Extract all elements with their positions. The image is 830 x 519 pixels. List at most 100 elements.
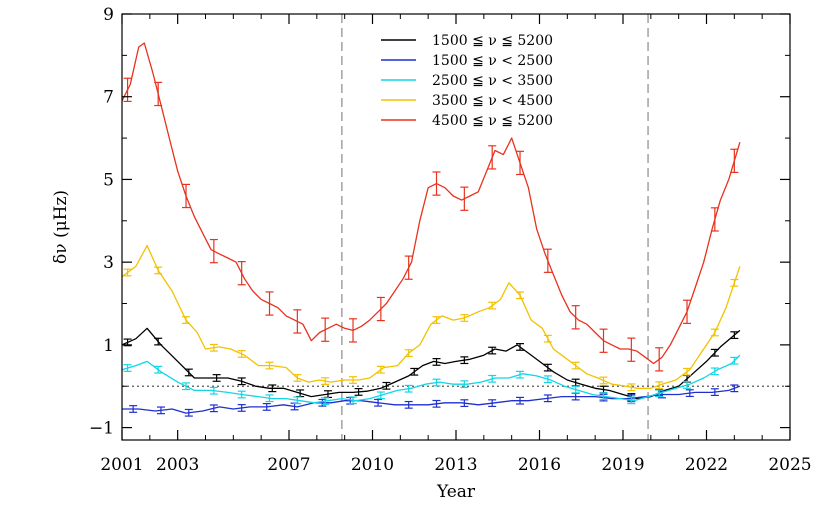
x-axis-label: Year bbox=[436, 482, 476, 502]
error-bar-3-19 bbox=[655, 381, 664, 390]
error-bar-2-15 bbox=[543, 375, 552, 384]
error-bar-2-9 bbox=[376, 391, 385, 400]
series-4 bbox=[121, 42, 741, 372]
error-bar-2-5 bbox=[265, 394, 274, 403]
error-bar-2-6 bbox=[293, 396, 302, 405]
error-bar-4-0 bbox=[123, 77, 132, 103]
legend-label-0: 1500 ≦ ν ≦ 5200 bbox=[432, 33, 553, 49]
series-1 bbox=[122, 384, 741, 417]
error-bar-1-12 bbox=[460, 399, 469, 408]
error-bar-2-22 bbox=[730, 356, 739, 365]
error-bar-4-1 bbox=[154, 81, 163, 107]
error-bar-0-22 bbox=[730, 331, 739, 340]
error-bar-3-5 bbox=[265, 361, 274, 370]
x-tick-label-8: 2025 bbox=[768, 455, 811, 475]
error-bar-1-13 bbox=[488, 399, 497, 408]
y-tick-label-3: 5 bbox=[103, 170, 114, 190]
error-bar-0-10 bbox=[410, 367, 419, 376]
error-bar-4-8 bbox=[349, 318, 358, 343]
error-bar-4-11 bbox=[432, 171, 441, 196]
series-line-3 bbox=[121, 244, 741, 389]
error-bar-2-17 bbox=[599, 392, 608, 401]
error-bar-1-9 bbox=[374, 398, 383, 407]
error-bar-3-13 bbox=[488, 301, 497, 310]
error-bar-2-18 bbox=[627, 396, 636, 405]
error-bar-4-10 bbox=[404, 255, 413, 280]
error-bar-4-14 bbox=[516, 150, 525, 176]
error-bar-4-16 bbox=[571, 305, 580, 330]
error-bar-0-15 bbox=[543, 363, 552, 372]
error-bar-0-8 bbox=[354, 388, 363, 396]
error-bar-1-10 bbox=[404, 400, 413, 409]
error-bar-4-2 bbox=[182, 183, 191, 209]
error-bar-3-0 bbox=[123, 268, 132, 277]
x-tick-label-4: 2013 bbox=[434, 455, 477, 475]
error-bar-2-4 bbox=[237, 390, 246, 399]
error-bar-4-5 bbox=[265, 291, 274, 316]
x-tick-label-0: 2001 bbox=[100, 455, 143, 475]
error-bar-2-11 bbox=[432, 378, 441, 387]
y-tick-label-5: 9 bbox=[103, 5, 114, 25]
error-bar-1-2 bbox=[184, 408, 193, 417]
error-bar-3-2 bbox=[182, 316, 191, 324]
error-bar-4-21 bbox=[710, 207, 719, 232]
error-bar-1-20 bbox=[685, 389, 694, 398]
error-bar-0-9 bbox=[382, 381, 391, 390]
error-bar-2-1 bbox=[154, 365, 163, 374]
error-bar-0-14 bbox=[516, 343, 525, 351]
error-bar-3-9 bbox=[376, 365, 385, 374]
error-bar-3-12 bbox=[460, 314, 469, 322]
error-bar-1-3 bbox=[209, 404, 218, 413]
x-tick-label-7: 2022 bbox=[685, 455, 728, 475]
error-bar-0-21 bbox=[710, 348, 719, 357]
error-bar-3-6 bbox=[293, 374, 302, 382]
error-bar-0-4 bbox=[237, 377, 246, 386]
legend: 1500 ≦ ν ≦ 5200 1500 ≦ ν < 2500 2500 ≦ ν <… bbox=[381, 33, 553, 129]
legend-label-2: 2500 ≦ ν < 3500 bbox=[432, 73, 553, 89]
error-bar-1-1 bbox=[156, 406, 165, 415]
error-bar-4-13 bbox=[488, 145, 497, 170]
error-bar-2-0 bbox=[123, 364, 132, 372]
error-bar-2-13 bbox=[488, 374, 497, 383]
error-bar-2-10 bbox=[404, 384, 413, 393]
x-tick-label-1: 2003 bbox=[156, 455, 199, 475]
error-bar-2-14 bbox=[516, 370, 525, 379]
error-bar-4-17 bbox=[599, 328, 608, 353]
x-tick-label-3: 2010 bbox=[351, 455, 394, 475]
error-bar-0-13 bbox=[488, 346, 497, 355]
error-bar-1-5 bbox=[262, 403, 271, 411]
error-bar-4-22 bbox=[730, 148, 739, 174]
y-tick-label-1: 1 bbox=[103, 336, 114, 356]
y-axis-label: δν (μHz) bbox=[51, 190, 71, 264]
error-bar-0-2 bbox=[184, 368, 193, 377]
x-tick-label-2: 2007 bbox=[267, 455, 310, 475]
error-bar-2-19 bbox=[655, 389, 664, 398]
error-bar-1-4 bbox=[237, 404, 246, 412]
error-bar-2-2 bbox=[182, 382, 191, 391]
series-line-2 bbox=[121, 354, 741, 404]
error-bar-0-3 bbox=[212, 374, 221, 382]
error-bar-1-0 bbox=[129, 405, 138, 413]
error-bar-0-11 bbox=[432, 358, 441, 366]
legend-label-3: 3500 ≦ ν < 4500 bbox=[432, 93, 553, 109]
error-bar-2-3 bbox=[209, 386, 218, 395]
x-tick-label-6: 2019 bbox=[601, 455, 644, 475]
error-bar-3-4 bbox=[237, 350, 246, 358]
error-bar-3-7 bbox=[321, 377, 330, 385]
error-bar-3-22 bbox=[730, 278, 739, 287]
error-bar-3-16 bbox=[571, 361, 580, 370]
x-tick-label-5: 2016 bbox=[518, 455, 561, 475]
error-bar-4-4 bbox=[237, 261, 246, 286]
series-2 bbox=[121, 354, 741, 406]
y-tick-label-0: −1 bbox=[89, 419, 114, 439]
error-bar-3-15 bbox=[543, 334, 552, 343]
error-bar-3-17 bbox=[599, 376, 608, 385]
error-bar-3-18 bbox=[627, 383, 636, 392]
error-bar-4-3 bbox=[209, 238, 218, 264]
error-bar-2-20 bbox=[683, 381, 692, 389]
error-bar-1-15 bbox=[543, 394, 552, 403]
legend-label-4: 4500 ≦ ν ≦ 5200 bbox=[432, 113, 553, 129]
error-bar-4-12 bbox=[460, 186, 469, 211]
error-bar-2-7 bbox=[321, 397, 330, 406]
